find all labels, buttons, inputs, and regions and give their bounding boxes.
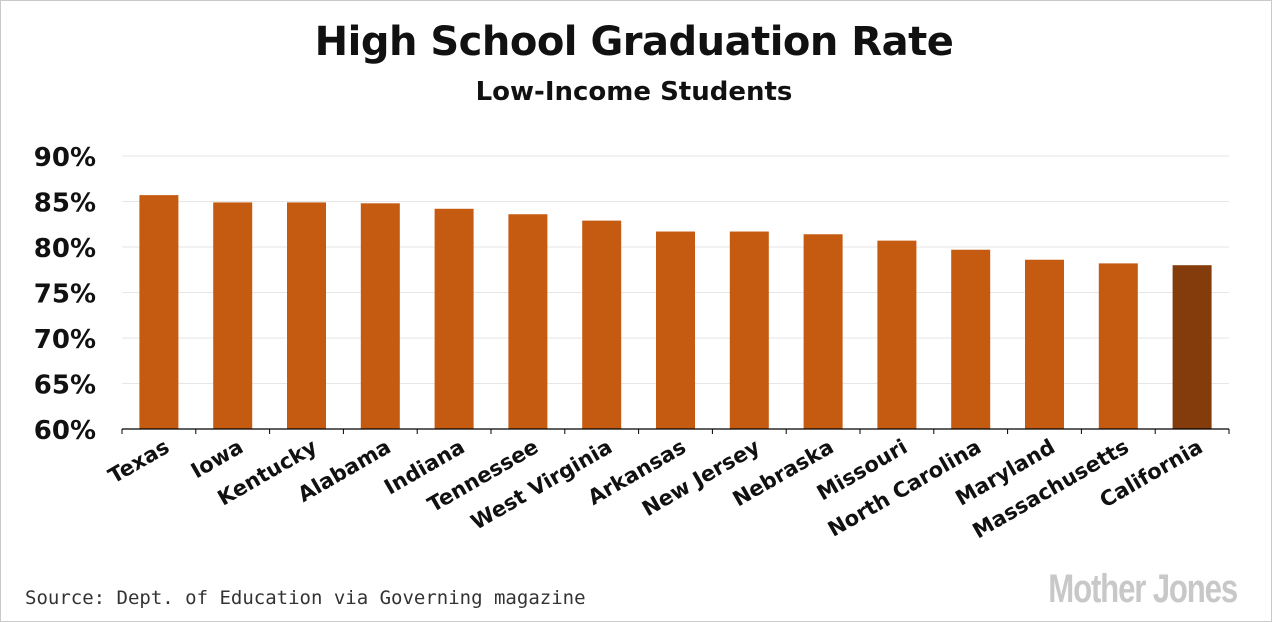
bar <box>434 208 474 429</box>
y-tick-label: 75% <box>34 280 96 310</box>
bar <box>287 202 326 429</box>
bar <box>803 234 843 429</box>
y-tick-label: 85% <box>34 189 96 219</box>
bar <box>1025 259 1064 429</box>
y-tick-label: 70% <box>34 325 96 355</box>
y-tick-label: 80% <box>34 234 96 264</box>
chart-subtitle: Low-Income Students <box>475 77 793 107</box>
bar <box>1098 263 1138 429</box>
source-note: Source: Dept. of Education via Governing… <box>25 587 586 609</box>
x-tick-label: Texas <box>104 435 173 489</box>
bar <box>139 195 179 429</box>
bar <box>951 249 991 429</box>
bar <box>877 240 917 429</box>
bar <box>1172 265 1212 429</box>
chart-title: High School Graduation Rate <box>314 19 954 65</box>
y-tick-label: 60% <box>34 416 96 446</box>
bar <box>729 231 769 429</box>
bar <box>656 231 695 429</box>
bar <box>213 202 253 429</box>
y-tick-label: 65% <box>34 371 96 401</box>
bar <box>508 214 548 429</box>
bar <box>360 203 400 429</box>
bar <box>582 220 622 429</box>
y-tick-label: 90% <box>34 143 96 173</box>
mother-jones-logo: Mother Jones <box>1048 567 1238 611</box>
